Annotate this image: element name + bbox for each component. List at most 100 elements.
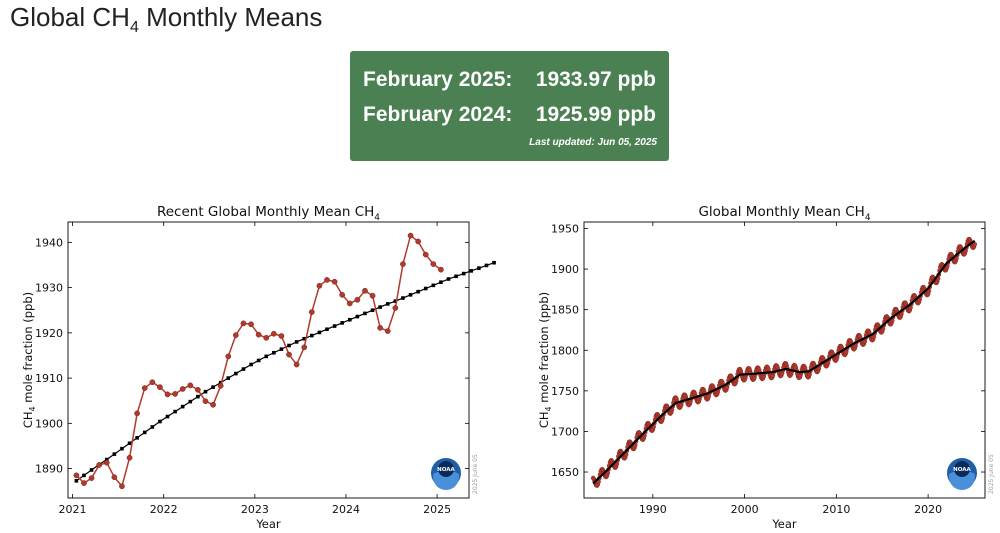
trend-point — [393, 299, 398, 303]
trend-point — [127, 441, 132, 446]
trend-point — [196, 394, 200, 399]
monthly-mean-point — [316, 282, 323, 289]
x-tick-label: 1990 — [639, 503, 667, 516]
logo-bird — [954, 461, 970, 477]
monthly-mean-point — [233, 332, 239, 338]
monthly-mean-point — [88, 475, 95, 481]
x-tick-label: 2010 — [822, 503, 850, 516]
trend-point — [423, 286, 428, 291]
trend-point — [310, 333, 314, 338]
trend-point — [180, 404, 185, 409]
trend-point — [355, 314, 360, 319]
trend-point — [469, 269, 474, 273]
trend-point — [142, 430, 147, 435]
latest-month-value: 1933.97 ppb — [535, 68, 656, 91]
monthly-mean-point — [103, 459, 110, 466]
x-axis-label: Year — [771, 517, 797, 531]
x-tick-label: 2020 — [914, 503, 942, 516]
trend-point — [188, 399, 193, 404]
trend-point — [317, 330, 322, 335]
x-axis-label: Year — [255, 517, 281, 531]
y-tick-label: 1850 — [551, 304, 579, 317]
monthly-mean-point — [179, 386, 186, 392]
trend-point — [408, 293, 413, 297]
monthly-mean-point — [324, 277, 330, 283]
monthly-mean-point — [308, 309, 315, 315]
monthly-mean-point — [202, 398, 209, 405]
monthly-mean-point — [354, 296, 361, 303]
chart-title: Global Monthly Mean CH4 — [698, 204, 870, 223]
x-tick-label: 2025 — [423, 503, 451, 516]
date-watermark: 2025 June 05 — [472, 454, 479, 494]
trend-point — [439, 280, 443, 284]
x-tick-label: 2021 — [59, 503, 87, 516]
trend-point — [363, 311, 367, 316]
monthly-mean-point — [430, 261, 437, 267]
monthly-mean-point — [210, 401, 216, 408]
monthly-mean-point — [415, 238, 421, 245]
trend-point — [135, 436, 139, 440]
trend-point — [150, 425, 155, 429]
trend-point — [279, 347, 284, 351]
trend-point — [484, 263, 489, 268]
monthly-mean-point — [286, 351, 292, 358]
y-tick-label: 1700 — [551, 425, 579, 438]
trend-point — [112, 452, 117, 456]
trend-point — [211, 385, 215, 389]
monthly-mean-point — [339, 291, 346, 298]
monthly-mean-point — [195, 387, 201, 393]
monthly-mean-point — [301, 344, 308, 351]
trend-point — [477, 266, 481, 270]
monthly-mean-point — [225, 353, 232, 360]
monthly-mean-point — [73, 472, 80, 479]
trend-point — [492, 260, 496, 265]
latest-value-row: February 2025: 1933.97 ppb — [363, 68, 656, 92]
trend-point — [347, 317, 352, 322]
monthly-mean-point — [248, 321, 254, 328]
y-axis-label: CH4 mole fraction (ppb) — [21, 292, 37, 428]
monthly-mean-point — [157, 384, 163, 390]
trend-point — [218, 380, 223, 385]
trend-point — [241, 367, 246, 371]
trend-point — [120, 446, 124, 451]
chart-title: Recent Global Monthly Mean CH4 — [157, 204, 380, 223]
monthly-mean-point — [278, 333, 285, 339]
monthly-mean-point — [407, 232, 414, 239]
trend-point — [158, 419, 162, 424]
trend-line — [76, 262, 495, 482]
y-tick-label: 1800 — [551, 344, 579, 357]
trend-point — [165, 414, 170, 419]
latest-values-panel: February 2025: 1933.97 ppb February 2024… — [350, 51, 669, 161]
logo-text: NOAA — [953, 467, 971, 473]
plot-frame — [583, 221, 986, 499]
previous-year-label: February 2024: — [363, 103, 513, 126]
trend-point — [294, 340, 299, 344]
y-tick-label: 1920 — [35, 327, 63, 340]
date-watermark: 2025 June 05 — [988, 454, 995, 494]
y-tick-label: 1910 — [35, 372, 63, 385]
logo-wave — [949, 470, 975, 490]
plot-frame — [67, 221, 470, 499]
monthly-mean-point — [96, 462, 103, 468]
monthly-mean-point — [377, 325, 384, 331]
monthly-mean-point — [255, 331, 262, 338]
trend-point — [431, 283, 436, 288]
recent-ch4-chart: Recent Global Monthly Mean CH4 CH4 mole f… — [21, 204, 496, 531]
trend-point — [332, 324, 337, 328]
trend-point — [82, 473, 86, 478]
trend-point — [264, 354, 269, 359]
monthly-mean-point — [270, 330, 277, 337]
monthly-mean-point — [164, 391, 171, 398]
monthly-mean-point — [119, 483, 125, 490]
trend-point — [249, 362, 253, 367]
monthly-mean-point — [81, 480, 87, 486]
trend-point — [302, 336, 307, 341]
trend-point — [416, 289, 420, 294]
trend-point — [104, 457, 109, 462]
monthly-mean-point — [187, 382, 194, 389]
y-tick-label: 1950 — [551, 222, 579, 235]
x-tick-label: 2000 — [731, 503, 759, 516]
y-tick-label: 1900 — [35, 417, 63, 430]
monthly-mean-point — [240, 320, 247, 327]
logo-bird — [438, 461, 454, 477]
